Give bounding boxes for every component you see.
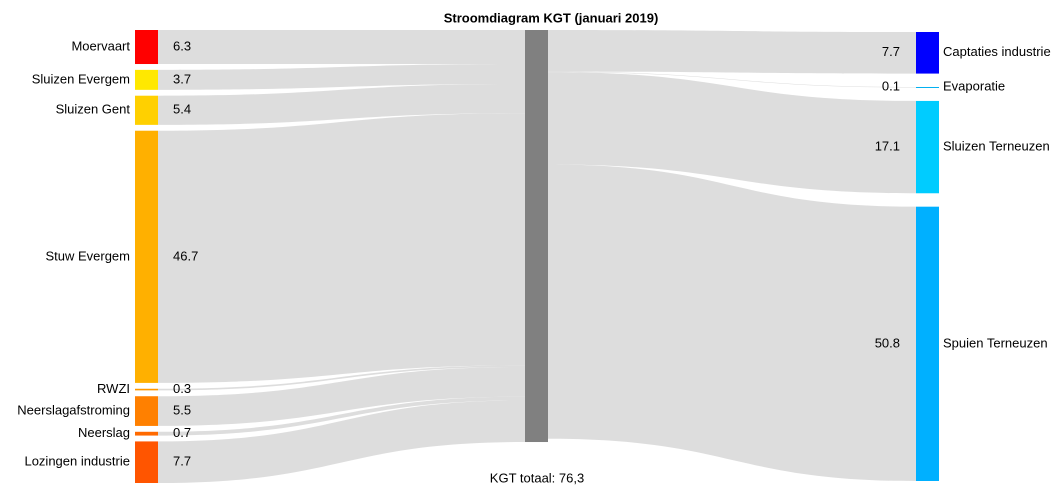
target-label: Evaporatie xyxy=(943,79,1005,94)
chart-title: Stroomdiagram KGT (januari 2019) xyxy=(444,10,659,25)
target-label: Spuien Terneuzen xyxy=(943,335,1048,350)
source-value: 0.3 xyxy=(173,381,191,396)
link xyxy=(158,400,525,483)
source-node xyxy=(135,388,158,391)
source-node xyxy=(135,130,158,383)
source-label: Stuw Evergem xyxy=(45,248,130,263)
source-value: 5.5 xyxy=(173,403,191,418)
source-label: Neerslagafstroming xyxy=(17,403,130,418)
link xyxy=(158,30,525,65)
link xyxy=(158,396,525,436)
target-node xyxy=(916,100,939,194)
link xyxy=(158,64,525,90)
link xyxy=(548,71,916,88)
source-value: 5.4 xyxy=(173,102,191,117)
source-label: Sluizen Gent xyxy=(56,102,131,117)
source-value: 7.7 xyxy=(173,454,191,469)
link xyxy=(548,164,916,481)
source-node xyxy=(135,69,158,90)
source-label: Lozingen industrie xyxy=(24,454,130,469)
source-label: Sluizen Evergem xyxy=(32,71,130,86)
link xyxy=(158,84,525,125)
link xyxy=(548,72,916,194)
target-value: 17.1 xyxy=(875,139,900,154)
target-node xyxy=(916,206,939,481)
center-node xyxy=(525,30,548,443)
link xyxy=(548,30,916,74)
source-node xyxy=(135,396,158,426)
source-value: 6.3 xyxy=(173,38,191,53)
source-node xyxy=(135,95,158,125)
source-label: Neerslag xyxy=(78,425,130,440)
target-node xyxy=(916,86,939,88)
target-label: Captaties industrie xyxy=(943,44,1051,59)
links xyxy=(158,30,916,483)
target-value: 7.7 xyxy=(882,44,900,59)
link xyxy=(158,366,525,426)
source-node xyxy=(135,30,158,65)
source-value: 0.7 xyxy=(173,425,191,440)
target-node xyxy=(916,32,939,74)
target-value: 0.1 xyxy=(882,79,900,94)
link xyxy=(158,365,525,391)
link xyxy=(158,113,525,383)
source-node xyxy=(135,431,158,436)
source-value: 46.7 xyxy=(173,248,198,263)
source-node xyxy=(135,441,158,483)
source-label: Moervaart xyxy=(71,38,130,53)
target-value: 50.8 xyxy=(875,335,900,350)
total-label: KGT totaal: 76,3 xyxy=(490,470,584,485)
target-label: Sluizen Terneuzen xyxy=(943,139,1050,154)
source-value: 3.7 xyxy=(173,71,191,86)
source-label: RWZI xyxy=(97,381,130,396)
